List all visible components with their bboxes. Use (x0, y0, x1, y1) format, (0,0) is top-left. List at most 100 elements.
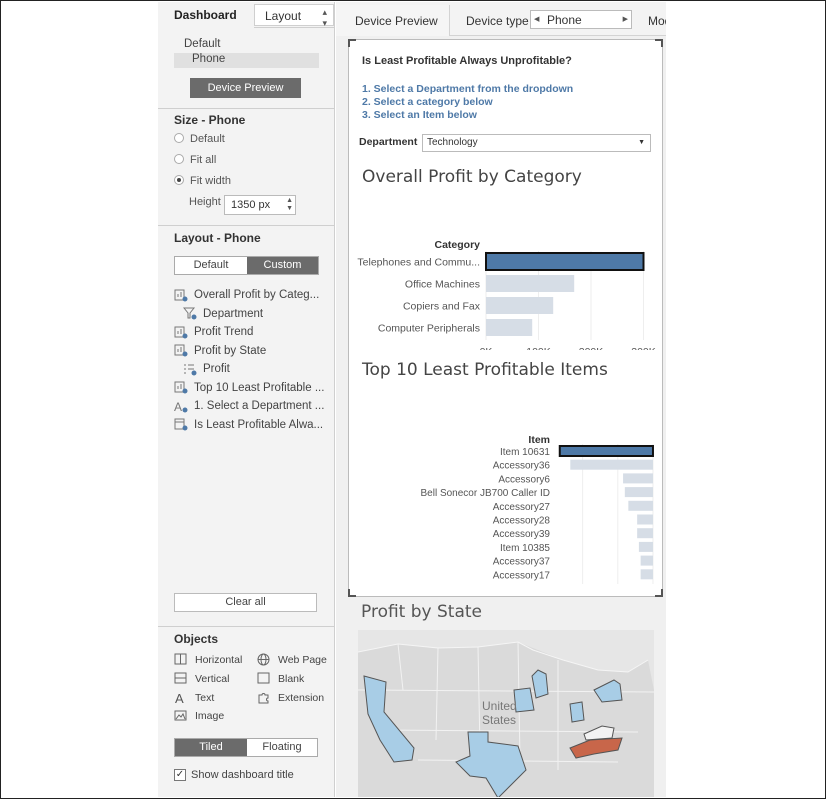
object-label: Extension (278, 691, 325, 704)
tree-item-department[interactable]: Department (174, 305, 332, 324)
tick-label: 300K (631, 346, 656, 350)
tree-item-label: Profit by State (194, 344, 267, 357)
device-type-value: Phone (547, 13, 582, 27)
object-label: Vertical (195, 672, 230, 685)
size-section-title: Size - Phone (174, 113, 246, 127)
device-type-select[interactable]: ◀ Phone ▶ (530, 10, 632, 29)
category-label: Office Machines (405, 279, 480, 291)
department-value: Technology (427, 137, 478, 148)
device-preview-toolbar: Device Preview Device type ◀ Phone ▶ Mod (336, 2, 666, 36)
clear-all-button[interactable]: Clear all (174, 593, 317, 612)
department-filter-select[interactable]: Technology ▼ (422, 134, 651, 152)
radio-icon (174, 154, 184, 164)
corner-mark (348, 589, 356, 597)
size-option-label: Fit width (190, 175, 231, 187)
spinner-icon[interactable]: ▲ ▼ (286, 197, 293, 212)
svg-text:A: A (175, 691, 184, 704)
instruction-step-2: 2. Select a category below (362, 96, 493, 108)
dashboard-canvas: Device Preview Device type ◀ Phone ▶ Mod… (336, 2, 666, 797)
bar (640, 555, 653, 566)
category-label: Item 10631 (500, 447, 550, 458)
checkbox-checked-icon[interactable]: ✓ (174, 769, 186, 781)
corner-mark (655, 39, 663, 47)
arrow-left-icon[interactable]: ◀ (534, 16, 540, 23)
object-image[interactable]: Image (174, 709, 224, 722)
instruction-step-1: 1. Select a Department from the dropdown (362, 83, 574, 95)
tree-item-profit-by-state[interactable]: Profit by State (174, 342, 332, 361)
object-vertical[interactable]: Vertical (174, 672, 229, 685)
bar (637, 514, 653, 525)
tree-item-title-text[interactable]: Is Least Profitable Alwa... (174, 416, 332, 435)
object-horizontal[interactable]: Horizontal (174, 653, 242, 666)
bar (485, 252, 645, 271)
tab-layout[interactable]: Layout ▴ ▾ (254, 4, 334, 28)
layout-mode-toggle: Default Custom (174, 256, 319, 275)
device-preview-tab[interactable]: Device Preview (336, 5, 450, 36)
object-blank[interactable]: Blank (257, 672, 304, 685)
globe-icon (257, 653, 271, 666)
phone-preview-frame: Is Least Profitable Always Unprofitable?… (348, 39, 663, 597)
size-option-fit-all[interactable]: Fit all (174, 154, 216, 170)
category-label: Copiers and Fax (403, 301, 481, 313)
vertical-icon (174, 672, 188, 685)
category-label: Accessory36 (493, 461, 551, 472)
profit-by-state-map[interactable]: United States (357, 630, 655, 797)
height-value: 1350 px (231, 199, 271, 211)
category-label: Accessory17 (493, 570, 551, 581)
tree-item-overall-profit[interactable]: Overall Profit by Categ... (174, 286, 332, 305)
bar (640, 569, 653, 580)
show-title-checkbox-row[interactable]: ✓ Show dashboard title (174, 769, 294, 781)
bar (486, 319, 533, 336)
department-filter-label: Department (359, 136, 418, 148)
size-option-label: Fit all (190, 154, 217, 166)
divider (158, 626, 335, 627)
chevron-down-icon: ▼ (638, 139, 645, 146)
floating-button[interactable]: Floating (262, 741, 302, 753)
text-object-icon: A (174, 400, 188, 413)
tiled-button[interactable]: Tiled (175, 739, 247, 756)
legend-icon (183, 363, 197, 376)
tick-label: 0K (480, 346, 493, 350)
object-label: Horizontal (195, 653, 243, 666)
divider (158, 225, 335, 226)
bar (570, 459, 653, 470)
layout-section-title: Layout - Phone (174, 231, 261, 245)
device-type-label: Device type (466, 14, 529, 28)
size-option-default[interactable]: Default (174, 133, 225, 149)
horizontal-icon (174, 653, 188, 666)
image-icon (174, 709, 188, 722)
tree-item-label: Department (203, 307, 264, 320)
device-list: Default Phone (174, 38, 319, 68)
tree-item-steps-text[interactable]: A 1. Select a Department ... (174, 397, 332, 416)
layout-item-tree: Overall Profit by Categ... Department Pr… (174, 286, 332, 434)
arrow-right-icon[interactable]: ▶ (622, 16, 628, 23)
object-label: Web Page (278, 653, 327, 666)
category-label: Accessory28 (493, 516, 551, 527)
layout-default-button[interactable]: Default (193, 259, 229, 271)
bar (486, 297, 554, 314)
bar (486, 275, 575, 292)
object-web-page[interactable]: Web Page (257, 653, 327, 666)
device-item-default[interactable]: Default (184, 38, 221, 50)
object-text[interactable]: A Text (174, 691, 215, 706)
tree-item-profit-legend[interactable]: Profit (174, 360, 332, 379)
device-item-phone[interactable]: Phone (174, 53, 319, 68)
size-option-fit-width[interactable]: Fit width (174, 175, 231, 191)
device-preview-button[interactable]: Device Preview (190, 78, 301, 98)
tab-dashboard[interactable]: Dashboard (158, 2, 254, 28)
tree-item-top10[interactable]: Top 10 Least Profitable ... (174, 379, 332, 398)
corner-mark (655, 589, 663, 597)
object-label: Text (195, 691, 215, 704)
category-label: Item 10385 (500, 543, 550, 554)
height-input[interactable]: 1350 px ▲ ▼ (224, 195, 296, 215)
object-extension[interactable]: Extension (257, 691, 324, 704)
bar (558, 445, 654, 457)
tree-item-profit-trend[interactable]: Profit Trend (174, 323, 332, 342)
updown-caret-icon: ▴ ▾ (322, 7, 327, 28)
us-map-graphic: United States (357, 641, 655, 797)
layout-custom-button[interactable]: Custom (247, 257, 318, 274)
tree-item-label: Profit Trend (194, 326, 254, 339)
category-label: Accessory27 (493, 502, 551, 513)
height-label: Height (189, 196, 221, 208)
tree-item-label: 1. Select a Department ... (194, 400, 325, 413)
